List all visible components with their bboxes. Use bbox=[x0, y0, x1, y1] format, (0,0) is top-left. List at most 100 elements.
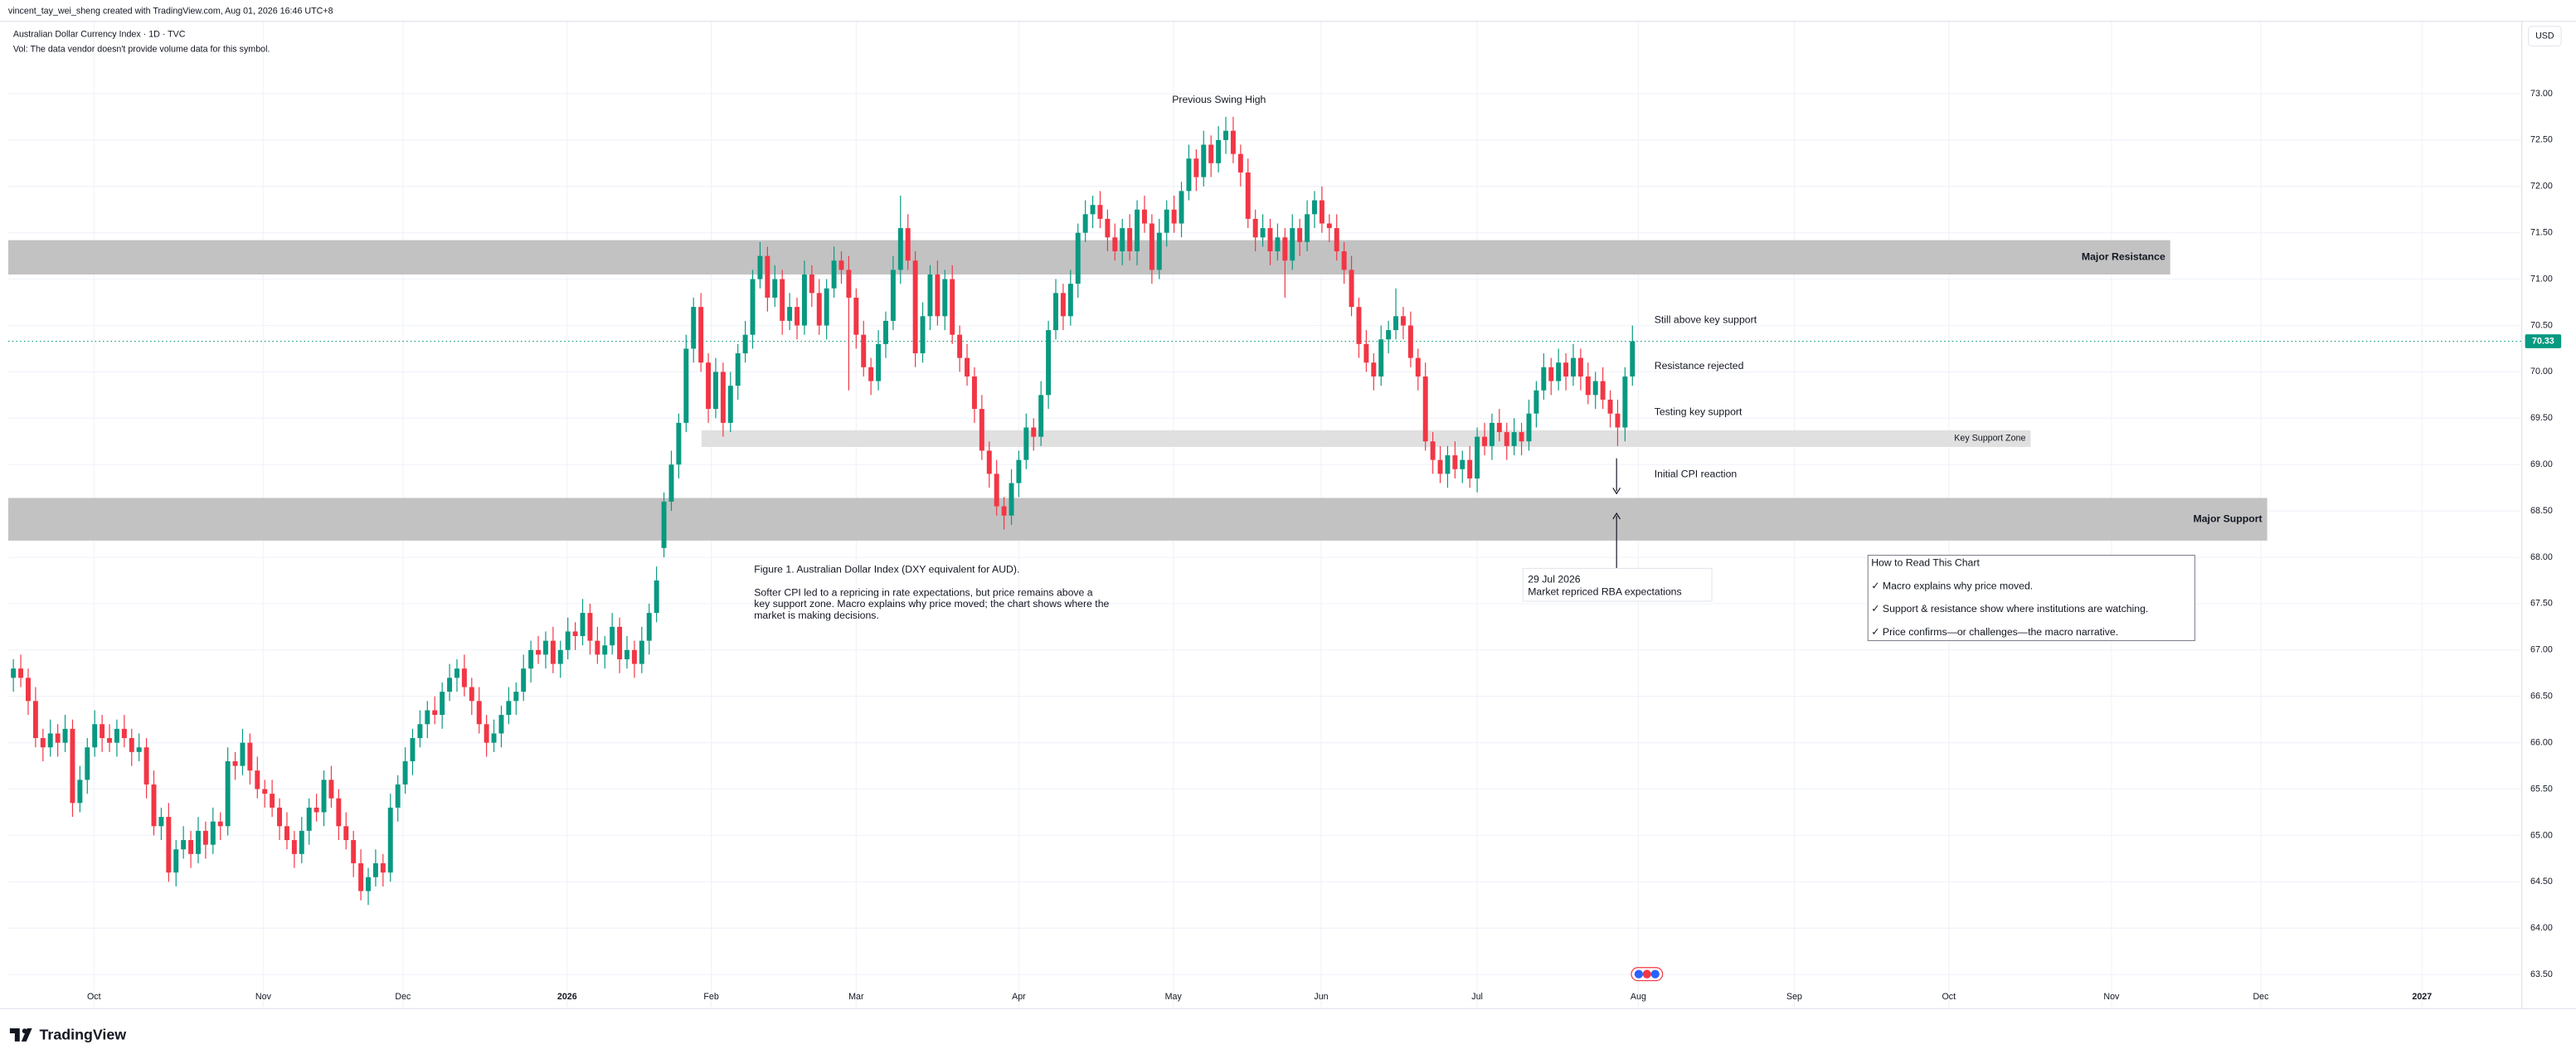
candle-body bbox=[735, 353, 741, 386]
candle-body bbox=[994, 474, 999, 507]
candle-body bbox=[1090, 205, 1096, 215]
candle-body bbox=[100, 724, 105, 739]
candle-body bbox=[225, 760, 231, 827]
candle-body bbox=[1371, 362, 1377, 376]
candle-body bbox=[173, 849, 179, 873]
y-tick-label: 70.00 bbox=[2530, 367, 2553, 376]
candle-body bbox=[1252, 218, 1258, 238]
candle-body bbox=[1201, 144, 1207, 177]
candle-body bbox=[610, 626, 615, 646]
zone bbox=[7, 240, 2170, 274]
candle-body bbox=[188, 840, 194, 854]
events-icon[interactable] bbox=[1631, 967, 1664, 982]
candle-body bbox=[151, 784, 157, 827]
candle-body bbox=[351, 840, 357, 863]
candle-body bbox=[1548, 367, 1554, 381]
candle-body bbox=[395, 784, 401, 808]
brand-logo bbox=[9, 1028, 32, 1042]
candle-body bbox=[1585, 376, 1591, 396]
candle-body bbox=[1319, 200, 1324, 224]
candle-body bbox=[1312, 200, 1317, 215]
candle-body bbox=[129, 738, 134, 752]
candle-body bbox=[476, 701, 482, 725]
annotation: Previous Swing High bbox=[1172, 94, 1266, 105]
x-tick-label: May bbox=[1165, 992, 1183, 1002]
candle-body bbox=[772, 279, 778, 298]
x-tick-label: Jun bbox=[1314, 992, 1328, 1002]
candle-body bbox=[321, 780, 327, 813]
y-tick-label: 71.50 bbox=[2530, 228, 2553, 238]
candle-body bbox=[625, 649, 629, 659]
annotation: Still above key support bbox=[1655, 314, 1757, 326]
candle-body bbox=[1290, 228, 1295, 261]
zone-label: Major Resistance bbox=[2082, 251, 2165, 263]
candle-body bbox=[196, 830, 201, 854]
y-tick-label: 64.00 bbox=[2530, 923, 2553, 933]
caption-line: key support zone. Macro explains why pri… bbox=[754, 598, 1109, 610]
candle-body bbox=[1009, 483, 1014, 516]
candle-body bbox=[876, 343, 882, 381]
candle-body bbox=[1600, 381, 1606, 400]
candle-body bbox=[270, 794, 275, 808]
candle-body bbox=[757, 255, 763, 279]
candle-body bbox=[1445, 455, 1451, 474]
candle-body bbox=[469, 687, 474, 702]
y-tick-label: 72.00 bbox=[2530, 182, 2553, 192]
candle-body bbox=[277, 807, 283, 827]
candle-body bbox=[121, 728, 127, 739]
candle-body bbox=[942, 279, 948, 317]
candle-body bbox=[1467, 459, 1473, 478]
candle-body bbox=[1060, 293, 1066, 317]
candle-body bbox=[765, 255, 770, 298]
candle-body bbox=[986, 450, 992, 474]
y-tick-label: 65.00 bbox=[2530, 830, 2553, 840]
x-tick-label: Mar bbox=[848, 992, 864, 1002]
candle-body bbox=[202, 830, 208, 845]
candle-body bbox=[1267, 228, 1273, 252]
y-tick-label: 67.50 bbox=[2530, 599, 2553, 609]
candle-body bbox=[11, 668, 17, 678]
candle-body bbox=[1407, 325, 1413, 358]
candle-body bbox=[639, 640, 644, 664]
caption-title: Figure 1. Australian Dollar Index (DXY e… bbox=[754, 564, 1019, 576]
currency[interactable]: USD bbox=[2535, 31, 2554, 41]
symbol: Australian Dollar Currency Index · 1D · … bbox=[13, 29, 186, 39]
candle-body bbox=[1460, 459, 1465, 469]
candle-body bbox=[1475, 436, 1480, 478]
candle-body bbox=[1149, 223, 1154, 270]
candle-body bbox=[528, 649, 534, 669]
candle-body bbox=[1615, 413, 1621, 428]
candle-body bbox=[890, 270, 896, 321]
y-tick-label: 70.50 bbox=[2530, 320, 2553, 330]
candle-body bbox=[927, 274, 933, 317]
candle-body bbox=[247, 742, 253, 771]
candle-body bbox=[912, 260, 918, 354]
candle-body bbox=[454, 668, 459, 678]
candle-body bbox=[1237, 153, 1243, 173]
candle-body bbox=[1297, 228, 1303, 242]
x-tick-label: Dec bbox=[395, 992, 411, 1002]
candle-body bbox=[32, 701, 38, 739]
candle-body bbox=[1363, 343, 1369, 363]
candle-body bbox=[284, 826, 289, 841]
candle-body bbox=[1193, 158, 1199, 177]
candle-body bbox=[1526, 413, 1532, 442]
candle-body bbox=[654, 580, 659, 614]
candle-body bbox=[92, 724, 98, 748]
x-tick-label: Oct bbox=[87, 992, 101, 1002]
candle-body bbox=[107, 738, 112, 743]
candle-body bbox=[114, 728, 119, 743]
currency-box[interactable] bbox=[2528, 26, 2562, 46]
candle-body bbox=[1120, 228, 1125, 252]
candle-body bbox=[1452, 455, 1458, 469]
candle-body bbox=[1075, 232, 1081, 284]
last-price-label: 70.33 bbox=[2532, 336, 2554, 346]
zone-label: Key Support Zone bbox=[1954, 434, 2025, 444]
candle-body bbox=[55, 733, 61, 743]
candle-body bbox=[513, 692, 519, 702]
candle-body bbox=[432, 710, 438, 716]
x-tick-label: Feb bbox=[703, 992, 718, 1002]
candle-body bbox=[255, 770, 260, 789]
candle-body bbox=[1622, 376, 1628, 428]
